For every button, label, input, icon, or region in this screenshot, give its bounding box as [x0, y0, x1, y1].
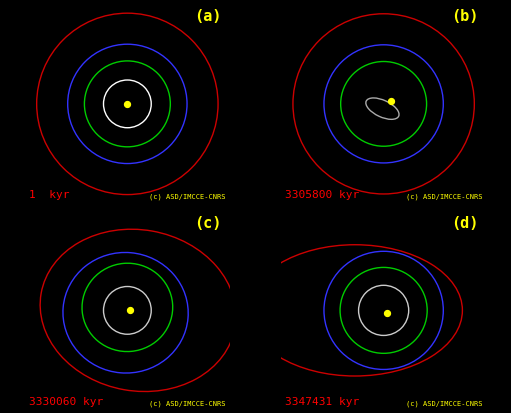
Text: (c) ASD/IMCCE-CNRS: (c) ASD/IMCCE-CNRS [149, 194, 226, 200]
Text: 3330060 kyr: 3330060 kyr [29, 397, 103, 407]
Text: (b): (b) [451, 9, 478, 24]
Text: 1  kyr: 1 kyr [29, 190, 69, 200]
Text: (c) ASD/IMCCE-CNRS: (c) ASD/IMCCE-CNRS [149, 400, 226, 407]
Point [126, 307, 134, 314]
Text: (c): (c) [194, 216, 222, 231]
Point [387, 97, 395, 104]
Text: (a): (a) [194, 9, 222, 24]
Point [383, 310, 391, 317]
Text: (c) ASD/IMCCE-CNRS: (c) ASD/IMCCE-CNRS [406, 194, 482, 200]
Text: 3347431 kyr: 3347431 kyr [285, 397, 359, 407]
Text: (c) ASD/IMCCE-CNRS: (c) ASD/IMCCE-CNRS [406, 400, 482, 407]
Point [123, 101, 131, 107]
Text: (d): (d) [451, 216, 478, 231]
Text: 3305800 kyr: 3305800 kyr [285, 190, 359, 200]
